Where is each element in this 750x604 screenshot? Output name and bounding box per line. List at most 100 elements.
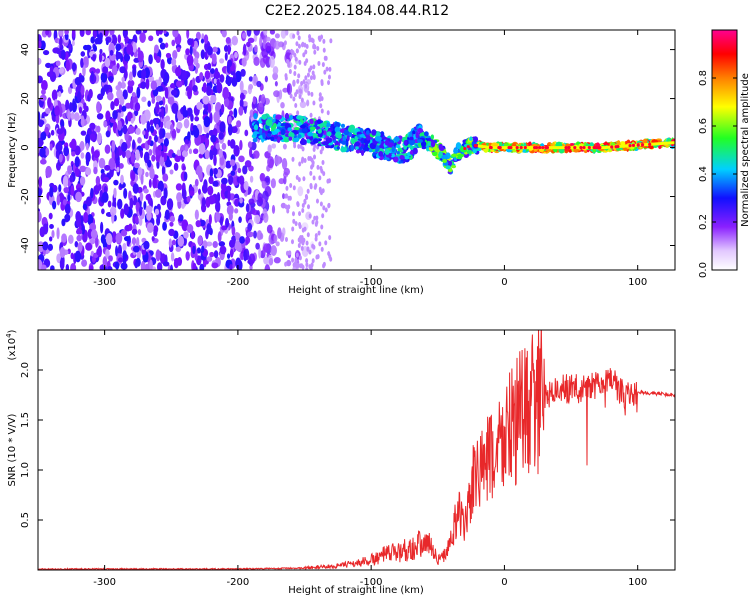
noise-blob xyxy=(102,66,109,74)
noise-blob xyxy=(120,111,124,118)
signal-peak xyxy=(564,145,568,150)
signal-peak xyxy=(533,145,537,150)
noise-blob xyxy=(177,235,185,247)
noise-blob xyxy=(74,241,79,248)
signal-blob xyxy=(267,133,272,137)
noise-blob xyxy=(274,40,281,50)
noise-blob xyxy=(107,200,112,208)
noise-blob xyxy=(162,173,169,182)
signal-blob xyxy=(287,127,292,132)
noise-blob xyxy=(128,71,133,82)
noise-blob xyxy=(97,93,104,101)
noise-blob xyxy=(315,215,319,221)
noise-blob xyxy=(320,224,324,230)
signal-blob xyxy=(293,137,300,143)
noise-blob xyxy=(270,178,276,189)
noise-blob xyxy=(256,210,260,216)
noise-blob xyxy=(164,42,169,48)
noise-blob xyxy=(207,103,212,113)
noise-blob xyxy=(272,66,279,75)
noise-blob xyxy=(115,159,120,166)
x-tick-label: 0 xyxy=(501,577,507,588)
noise-blob xyxy=(264,75,268,83)
noise-blob xyxy=(148,35,154,42)
noise-blob xyxy=(297,35,301,41)
noise-blob xyxy=(56,253,62,264)
noise-blob xyxy=(96,132,102,145)
signal-blob xyxy=(417,128,424,134)
colorbar-tick-label: 0.6 xyxy=(698,118,709,134)
signal-blob xyxy=(403,144,408,150)
noise-blob xyxy=(297,73,301,79)
noise-blob xyxy=(322,47,326,53)
noise-blob xyxy=(238,155,245,163)
noise-blob xyxy=(244,129,249,137)
noise-blob xyxy=(38,57,42,65)
noise-blob xyxy=(301,227,305,233)
noise-blob xyxy=(313,154,317,160)
noise-blob xyxy=(299,144,303,150)
noise-blob xyxy=(55,60,61,67)
noise-blob xyxy=(159,128,163,140)
signal-blob xyxy=(399,155,405,160)
noise-blob xyxy=(58,184,62,193)
noise-blob xyxy=(213,167,218,175)
noise-blob xyxy=(83,211,89,224)
signal-blob xyxy=(455,142,462,150)
noise-blob xyxy=(169,215,176,223)
noise-blob xyxy=(87,213,94,225)
noise-blob xyxy=(282,227,286,237)
noise-blob xyxy=(38,119,45,126)
noise-blob xyxy=(211,53,217,65)
noise-blob xyxy=(288,69,292,75)
noise-blob xyxy=(120,81,126,89)
noise-blob xyxy=(159,155,165,167)
noise-blob xyxy=(134,261,139,269)
noise-blob xyxy=(64,213,71,222)
noise-blob xyxy=(105,248,110,259)
noise-blob xyxy=(71,100,77,113)
noise-blob xyxy=(133,162,140,169)
signal-blob xyxy=(265,119,273,126)
signal-blob xyxy=(441,154,448,161)
noise-blob xyxy=(96,113,104,120)
noise-blob xyxy=(296,110,300,116)
noise-blob xyxy=(294,92,298,98)
noise-blob xyxy=(63,146,70,157)
noise-blob xyxy=(118,163,124,169)
noise-blob xyxy=(98,52,103,63)
noise-blob xyxy=(239,92,245,101)
noise-blob xyxy=(225,185,232,192)
noise-blob xyxy=(78,75,85,83)
noise-blob xyxy=(209,68,215,74)
noise-blob xyxy=(104,144,111,154)
noise-blob xyxy=(67,193,71,202)
noise-blob xyxy=(137,229,141,236)
noise-blob xyxy=(166,198,174,211)
noise-blob xyxy=(320,34,324,40)
noise-blob xyxy=(164,132,172,140)
noise-blob xyxy=(140,113,147,125)
signal-blob xyxy=(380,136,388,140)
noise-blob xyxy=(221,182,227,195)
noise-blob xyxy=(208,175,214,185)
noise-blob xyxy=(118,257,124,263)
noise-blob xyxy=(42,49,50,56)
noise-blob xyxy=(289,183,293,189)
noise-blob xyxy=(305,267,309,270)
noise-blob xyxy=(298,88,302,94)
noise-blob xyxy=(163,137,169,147)
noise-blob xyxy=(201,245,205,253)
noise-blob xyxy=(151,97,156,104)
noise-blob xyxy=(132,183,139,194)
noise-blob xyxy=(231,225,236,236)
signal-blob xyxy=(472,149,477,154)
noise-blob xyxy=(95,235,99,248)
noise-blob xyxy=(219,216,224,227)
noise-blob xyxy=(306,72,310,78)
noise-blob xyxy=(82,203,88,211)
y-tick-label: -20 xyxy=(20,188,31,204)
noise-blob xyxy=(168,228,175,237)
spectrogram-y-axis-label: Frequency (Hz) xyxy=(7,112,18,188)
noise-blob xyxy=(174,154,182,163)
